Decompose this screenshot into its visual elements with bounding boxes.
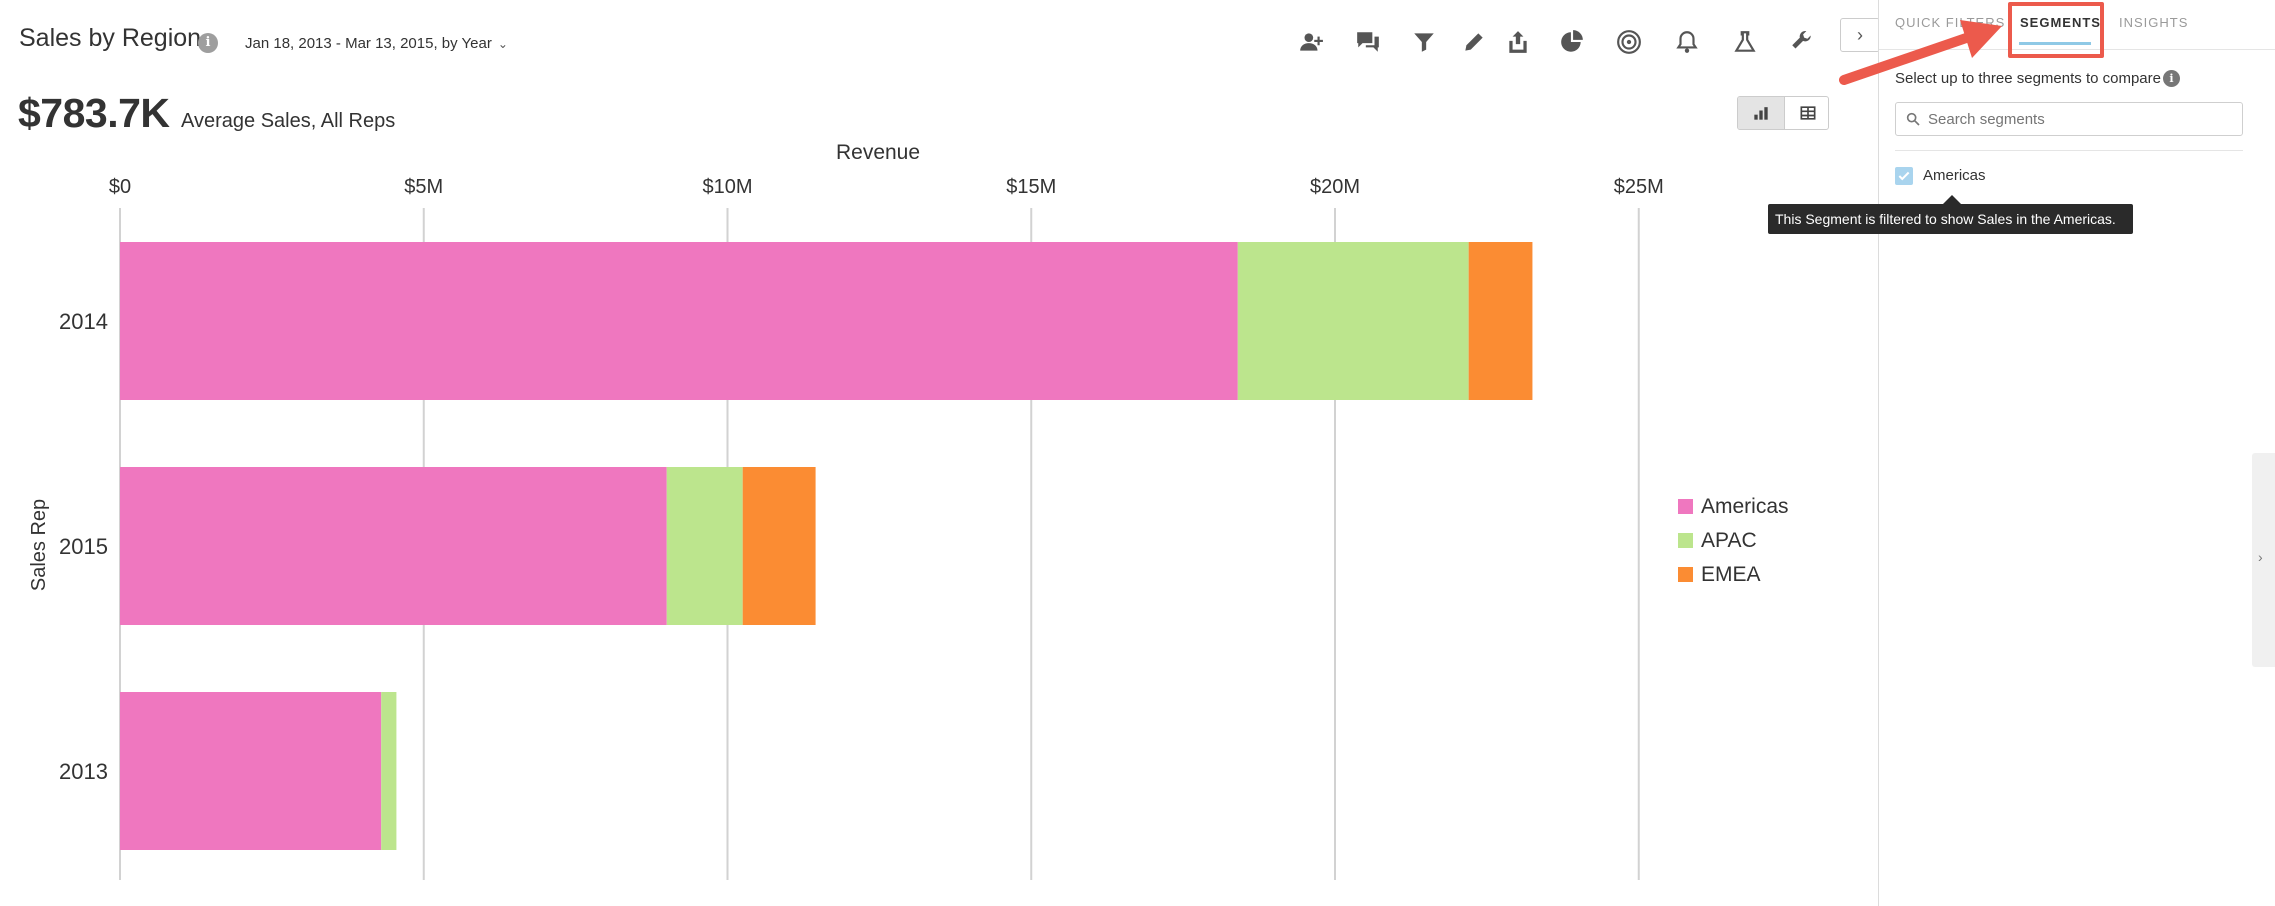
segment-checkbox[interactable]: [1895, 167, 1913, 185]
comments-icon[interactable]: [1352, 26, 1384, 58]
chart-area: Revenue $0 $5M $10M $15M $20M $25M Sales Rep 201…: [0, 130, 1880, 906]
search-icon: [1906, 112, 1920, 126]
bar-chart-view-button[interactable]: [1738, 97, 1784, 129]
side-panel-handle[interactable]: ›: [2252, 453, 2275, 667]
metric-label: Average Sales, All Reps: [181, 110, 396, 132]
info-icon[interactable]: i: [198, 33, 218, 53]
chevron-down-icon: ⌄: [497, 37, 508, 51]
x-axis-title: Revenue: [836, 141, 920, 164]
active-tab-indicator: [2019, 42, 2091, 45]
segment-label: Americas: [1923, 167, 1986, 184]
bar-segment: [666, 467, 743, 625]
tab-insights[interactable]: INSIGHTS: [2119, 15, 2189, 30]
add-user-icon[interactable]: [1295, 26, 1327, 58]
segment-tooltip: This Segment is filtered to show Sales i…: [1768, 204, 2133, 234]
bar-segment: [1468, 242, 1533, 400]
x-tick-label: $20M: [1310, 176, 1360, 198]
check-icon: [1898, 171, 1910, 181]
annotation-highlight-box: [2008, 2, 2104, 58]
date-range-selector[interactable]: Jan 18, 2013 - Mar 13, 2015, by Year ⌄: [245, 35, 508, 52]
chevron-right-icon: ›: [1857, 25, 1863, 45]
wrench-icon[interactable]: [1786, 26, 1818, 58]
divider: [1895, 150, 2243, 151]
bar-segment: [120, 467, 667, 625]
y-category-label: 2015: [59, 534, 108, 559]
stacked-bar-chart: Revenue $0 $5M $10M $15M $20M $25M Sales Rep 201…: [28, 141, 1789, 880]
tab-quick-filters[interactable]: QUICK FILTERS: [1895, 15, 2006, 30]
bar-segment: [120, 242, 1238, 400]
x-tick-label: $5M: [404, 176, 443, 198]
x-tick-label: $25M: [1614, 176, 1664, 198]
report-header: Sales by Region i Jan 18, 2013 - Mar 13,…: [0, 0, 1880, 80]
x-tick-label: $10M: [702, 176, 752, 198]
y-axis-title: Sales Rep: [28, 499, 50, 591]
bar-segment: [381, 692, 397, 850]
flask-icon[interactable]: [1729, 26, 1761, 58]
share-icon[interactable]: [1502, 26, 1534, 58]
date-range-label: Jan 18, 2013 - Mar 13, 2015, by Year: [245, 35, 492, 52]
table-view-button[interactable]: [1784, 97, 1828, 129]
target-icon[interactable]: [1613, 26, 1645, 58]
x-tick-label: $15M: [1006, 176, 1056, 198]
view-toggle: [1737, 96, 1829, 130]
panel-tabs: QUICK FILTERS SEGMENTS INSIGHTS: [1879, 0, 2275, 58]
legend-swatch: [1678, 499, 1693, 514]
legend-label: Americas: [1701, 495, 1789, 518]
bar-segment: [742, 467, 816, 625]
tab-segments[interactable]: SEGMENTS: [2020, 15, 2101, 30]
table-icon: [1800, 106, 1816, 120]
right-panel: QUICK FILTERS SEGMENTS INSIGHTS Select u…: [1878, 0, 2275, 906]
bell-icon[interactable]: [1671, 26, 1703, 58]
collapse-panel-button[interactable]: ›: [1840, 18, 1880, 52]
pie-chart-icon[interactable]: [1556, 26, 1588, 58]
y-category-label: 2013: [59, 759, 108, 784]
filter-icon[interactable]: [1408, 26, 1440, 58]
metric-value: $783.7K: [18, 90, 170, 136]
x-tick-label: $0: [109, 176, 131, 198]
tooltip-arrow: [1943, 195, 1961, 204]
chevron-right-icon: ›: [2258, 549, 2263, 565]
legend-swatch: [1678, 567, 1693, 582]
segments-hint: Select up to three segments to compare: [1895, 70, 2161, 87]
search-segments-field[interactable]: [1895, 102, 2243, 136]
pencil-icon[interactable]: [1458, 26, 1490, 58]
bar-segment: [120, 692, 382, 850]
y-category-label: 2014: [59, 309, 108, 334]
bar-chart-icon: [1754, 107, 1768, 120]
legend-label: EMEA: [1701, 563, 1761, 586]
search-input[interactable]: [1928, 103, 2228, 135]
page-title: Sales by Region: [19, 24, 202, 52]
bar-segment: [1237, 242, 1469, 400]
legend-label: APAC: [1701, 529, 1757, 552]
info-icon[interactable]: i: [2163, 70, 2180, 87]
legend-swatch: [1678, 533, 1693, 548]
